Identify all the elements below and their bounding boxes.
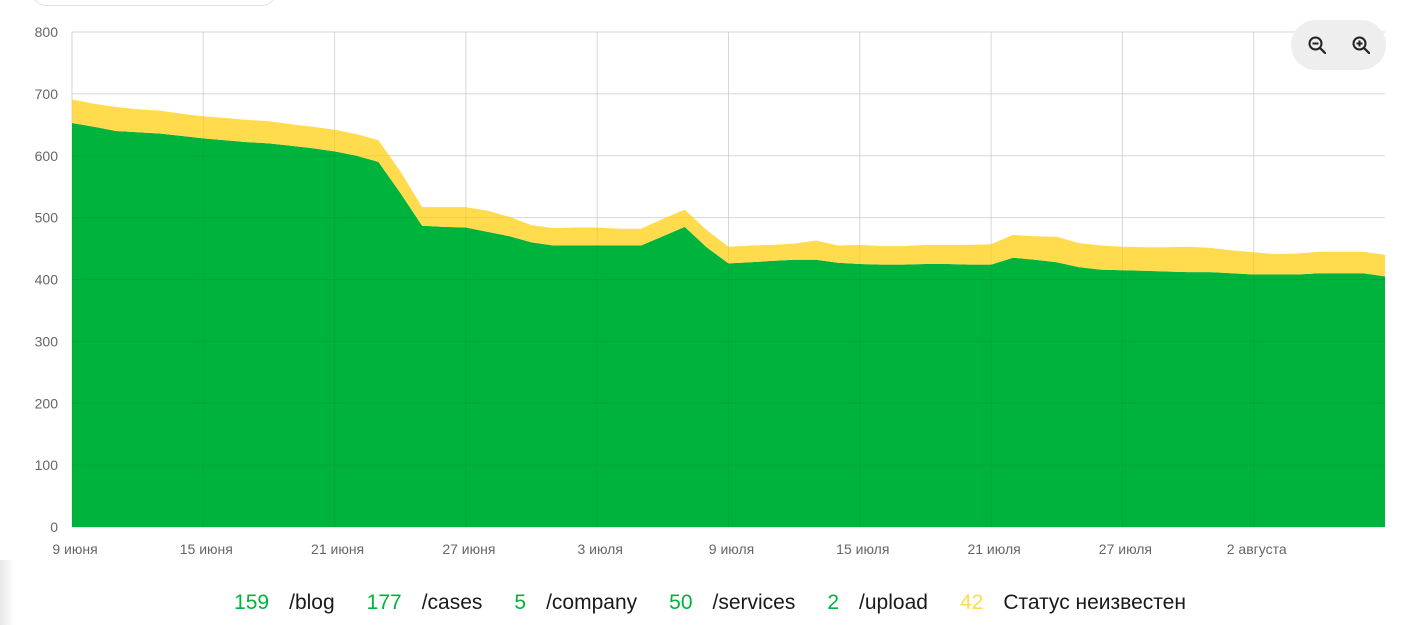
y-tick-label: 600 — [35, 148, 59, 164]
y-tick-label: 300 — [35, 333, 59, 349]
y-tick-label: 400 — [35, 272, 59, 288]
x-tick-label: 2 августа — [1227, 541, 1287, 557]
y-tick-label: 100 — [35, 457, 59, 473]
y-tick-label: 200 — [35, 395, 59, 411]
y-tick-label: 500 — [35, 210, 59, 226]
x-tick-label: 3 июля — [577, 541, 622, 557]
zoom-out-button[interactable] — [1295, 25, 1339, 65]
area-series-0 — [72, 123, 1385, 527]
legend-value: 5 — [514, 591, 527, 614]
y-tick-label: 0 — [50, 519, 58, 535]
legend-label: Статус неизвестен — [1003, 591, 1186, 614]
legend-value: 2 — [827, 591, 840, 614]
legend-item-upload[interactable]: 2 /upload — [827, 591, 928, 615]
legend-label: /cases — [421, 591, 483, 614]
chart-legend: 159 /blog 177 /cases 5 /company 50 /serv… — [0, 585, 1420, 621]
legend-label: /company — [546, 591, 638, 614]
x-tick-label: 21 июня — [311, 541, 364, 557]
x-tick-label: 27 июня — [442, 541, 495, 557]
x-tick-label: 21 июля — [967, 541, 1020, 557]
legend-label: /services — [712, 591, 796, 614]
legend-label: /upload — [859, 591, 928, 614]
legend-item-cases[interactable]: 177 /cases — [367, 591, 483, 615]
zoom-out-icon — [1308, 36, 1326, 55]
legend-value: 159 — [234, 591, 270, 614]
zoom-controls — [1291, 20, 1386, 70]
area-series-1 — [72, 99, 1385, 277]
y-tick-label: 800 — [35, 24, 59, 40]
legend-value: 177 — [366, 591, 402, 614]
zoom-in-icon — [1352, 36, 1370, 55]
x-tick-label: 15 июня — [180, 541, 233, 557]
legend-value: 50 — [669, 591, 693, 614]
legend-value: 42 — [959, 591, 984, 614]
legend-item-unknown-status[interactable]: 42 Статус неизвестен — [960, 591, 1186, 615]
x-tick-label: 15 июля — [836, 541, 889, 557]
x-tick-label: 9 июня — [52, 541, 97, 557]
legend-item-company[interactable]: 5 /company — [514, 591, 637, 615]
x-tick-label: 27 июля — [1099, 541, 1152, 557]
y-tick-label: 700 — [35, 86, 59, 102]
zoom-in-button[interactable] — [1339, 25, 1383, 65]
legend-item-blog[interactable]: 159 /blog — [234, 591, 335, 615]
legend-item-services[interactable]: 50 /services — [669, 591, 795, 615]
stacked-area-chart: 0 100 200 300 400 500 600 700 800 9 июня 15 июня 21… — [35, 24, 1385, 557]
x-tick-label: 9 июля — [709, 541, 754, 557]
legend-label: /blog — [289, 591, 335, 614]
edge-shadow — [0, 560, 14, 625]
